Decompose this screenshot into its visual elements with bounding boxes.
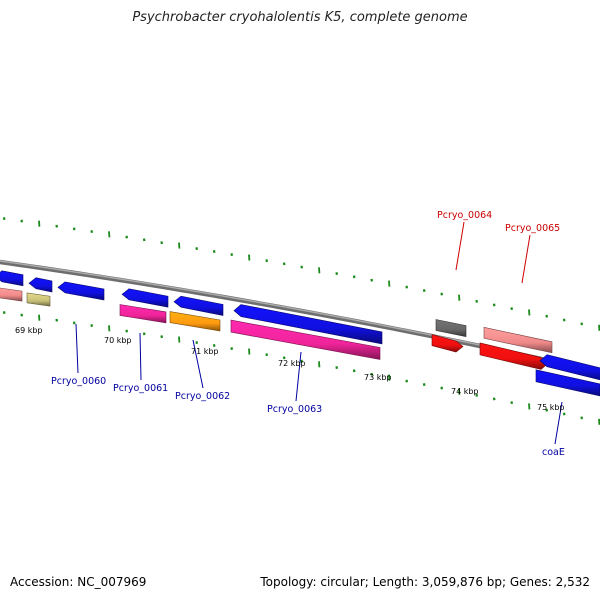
ruler-label: 72 kbp	[278, 359, 306, 368]
gene-magenta-2[interactable]	[230, 319, 381, 360]
leader-line	[75, 323, 79, 374]
gene-olive-1[interactable]	[26, 292, 51, 307]
label-leader-lines	[75, 221, 563, 445]
ruler-label: 71 kbp	[191, 347, 219, 356]
ruler-label: 73 kbp	[364, 373, 392, 382]
leader-line	[139, 332, 142, 381]
gene-label-pcryo-0060[interactable]: Pcryo_0060	[51, 376, 106, 387]
gene-salmon-1[interactable]	[0, 287, 23, 302]
map-title: Psychrobacter cryohalolentis K5, complet…	[132, 10, 468, 25]
gene-label-pcryo-0065[interactable]: Pcryo_0065	[505, 223, 560, 234]
ruler-label: 69 kbp	[15, 326, 43, 335]
leader-line	[554, 401, 563, 445]
accession-text: Accession: NC_007969	[10, 575, 147, 589]
genome-summary: Topology: circular; Length: 3,059,876 bp…	[260, 575, 590, 589]
ruler-label: 70 kbp	[104, 336, 132, 345]
minor-ticks	[2, 217, 600, 425]
gene-pcryo-0060[interactable]	[57, 281, 105, 301]
gene-pcryo-0064[interactable]	[435, 319, 467, 337]
gene-blue-1[interactable]	[0, 270, 24, 287]
gene-blue-2[interactable]	[28, 277, 53, 293]
leader-line	[521, 234, 531, 284]
gene-blue-5[interactable]	[539, 354, 600, 381]
gene-red-2[interactable]	[479, 342, 549, 370]
gene-blue-4[interactable]	[173, 295, 224, 316]
gene-label-pcryo-0062[interactable]: Pcryo_0062	[175, 391, 230, 402]
gene-label-pcryo-0063[interactable]: Pcryo_0063	[267, 404, 322, 415]
leader-line	[455, 221, 465, 271]
ruler-labels: 69 kbp 70 kbp 71 kbp 72 kbp 73 kbp 74 kbp 75 k…	[15, 326, 565, 412]
gene-pcryo-0061[interactable]	[119, 304, 167, 324]
leader-line	[192, 339, 204, 389]
leader-line	[295, 351, 302, 402]
gene-pcryo-0062[interactable]	[169, 311, 221, 332]
ruler-label: 75 kbp	[537, 403, 565, 412]
gene-labels: Pcryo_0060 Pcryo_0061 Pcryo_0062 Pcryo_0063…	[51, 210, 565, 458]
gene-label-coae[interactable]: coaE	[542, 447, 565, 458]
gene-pcryo-0063[interactable]	[233, 304, 383, 345]
ruler-label: 74 kbp	[451, 387, 479, 396]
gene-red-1[interactable]	[431, 334, 464, 353]
gene-blue-3[interactable]	[121, 288, 169, 308]
gene-pcryo-0065[interactable]	[483, 326, 553, 354]
gene-coae[interactable]	[535, 369, 600, 397]
gene-label-pcryo-0064[interactable]: Pcryo_0064	[437, 210, 492, 221]
gene-label-pcryo-0061[interactable]: Pcryo_0061	[113, 383, 168, 394]
gene-features[interactable]	[0, 270, 600, 397]
